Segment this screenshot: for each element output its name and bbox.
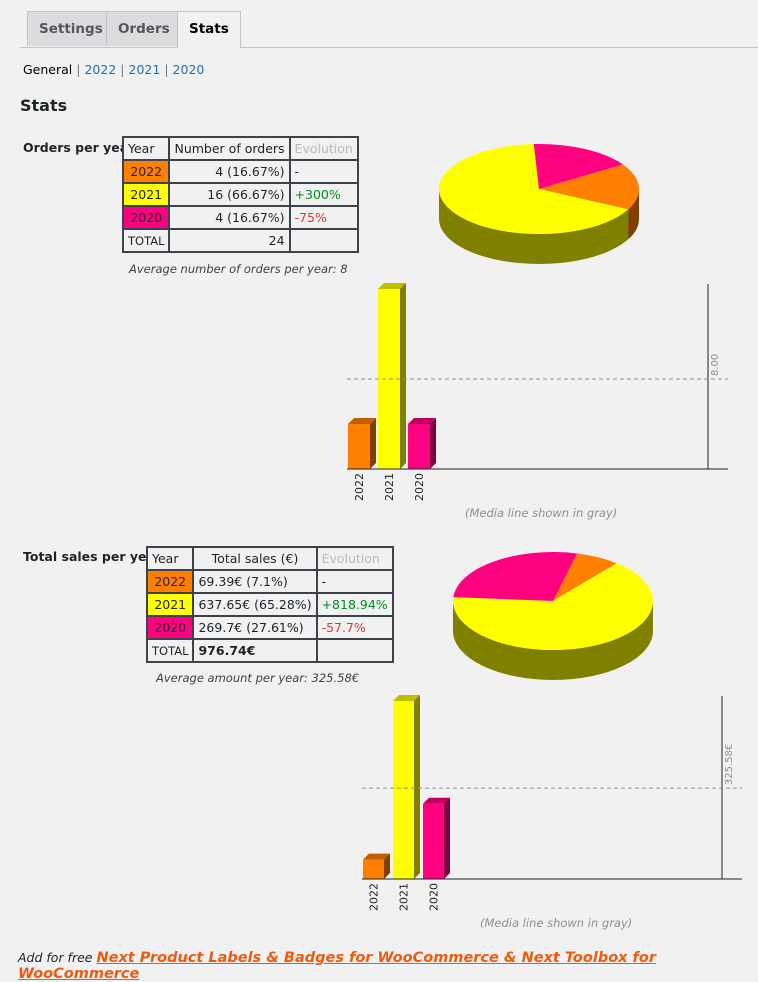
bar-side-2021 bbox=[414, 695, 420, 879]
bar-side-2020 bbox=[430, 418, 436, 469]
sales-average: Average amount per year: 325.58€ bbox=[156, 671, 360, 685]
sales-table: Year Total sales (€) Evolution 2022 69.3… bbox=[145, 546, 394, 663]
col-evolution: Evolution bbox=[288, 136, 359, 161]
year-cell-2021: 2021 bbox=[121, 182, 171, 207]
page-title: Stats bbox=[20, 96, 68, 115]
total-label: TOTAL bbox=[145, 638, 195, 663]
bar-2022 bbox=[363, 859, 384, 879]
media-line-label: 8.00 bbox=[710, 354, 721, 376]
year-cell-2020: 2020 bbox=[121, 205, 171, 230]
evolution-cell: -75% bbox=[288, 205, 359, 230]
table-header-row: Year Number of orders Evolution bbox=[121, 136, 359, 161]
tab-orders[interactable]: Orders bbox=[106, 11, 182, 46]
table-header-row: Year Total sales (€) Evolution bbox=[145, 546, 394, 571]
subnav-2020[interactable]: 2020 bbox=[172, 62, 205, 77]
pie-slice-side-2021 bbox=[439, 189, 629, 264]
bar-side-2021 bbox=[400, 283, 406, 469]
bar-label-2020: 2020 bbox=[428, 883, 441, 911]
table-total-row: TOTAL 24 bbox=[121, 228, 359, 253]
year-cell-2021: 2021 bbox=[145, 592, 195, 617]
bar-top-2021 bbox=[378, 283, 406, 289]
sales-section-label: Total sales per year bbox=[23, 549, 162, 564]
table-row: 2020 4 (16.67%) -75% bbox=[121, 205, 359, 230]
bar-label-2021: 2021 bbox=[398, 883, 411, 911]
bar-label-2021: 2021 bbox=[383, 473, 396, 501]
subnav-2022[interactable]: 2022 bbox=[84, 62, 117, 77]
value-cell: 69.39€ (7.1%) bbox=[192, 569, 318, 594]
bar-side-2020 bbox=[444, 797, 450, 879]
table-total-row: TOTAL 976.74€ bbox=[145, 638, 394, 663]
col-evolution: Evolution bbox=[315, 546, 394, 571]
bar-top-2021 bbox=[393, 695, 420, 701]
value-cell: 16 (66.67%) bbox=[168, 182, 291, 207]
bar-2020 bbox=[408, 424, 430, 469]
nav-tabs: Settings Orders Stats bbox=[20, 11, 758, 48]
table-row: 2022 69.39€ (7.1%) - bbox=[145, 569, 394, 594]
pie-slice-2021 bbox=[438, 144, 629, 235]
orders-table: Year Number of orders Evolution 2022 4 (… bbox=[121, 136, 359, 253]
bar-2021 bbox=[393, 701, 414, 879]
table-row: 2021 637.65€ (65.28%) +818.94% bbox=[145, 592, 394, 617]
media-line-label: 325.58€ bbox=[724, 744, 735, 785]
bar-label-2022: 2022 bbox=[353, 473, 366, 501]
subnav-2021[interactable]: 2021 bbox=[128, 62, 161, 77]
table-row: 2021 16 (66.67%) +300% bbox=[121, 182, 359, 207]
bar-2022 bbox=[348, 424, 370, 469]
subnav-general[interactable]: General bbox=[23, 62, 73, 77]
evolution-cell: +300% bbox=[288, 182, 359, 207]
bar-side-2022 bbox=[370, 418, 376, 469]
bar-top-2020 bbox=[408, 418, 436, 424]
evolution-cell: +818.94% bbox=[315, 592, 394, 617]
total-label: TOTAL bbox=[121, 228, 171, 253]
table-row: 2020 269.7€ (27.61%) -57.7% bbox=[145, 615, 394, 640]
value-cell: 637.65€ (65.28%) bbox=[192, 592, 318, 617]
bar-top-2022 bbox=[348, 418, 376, 424]
pie-slice-2020 bbox=[533, 144, 623, 189]
value-cell: 4 (16.67%) bbox=[168, 159, 291, 184]
year-cell-2020: 2020 bbox=[145, 615, 195, 640]
value-cell: 269.7€ (27.61%) bbox=[192, 615, 318, 640]
pie-slice-2021 bbox=[453, 563, 653, 651]
total-value: 976.74€ bbox=[192, 638, 318, 663]
footer-promo: Add for free Next Product Labels & Badge… bbox=[18, 950, 758, 982]
value-cell: 4 (16.67%) bbox=[168, 205, 291, 230]
total-value: 24 bbox=[168, 228, 291, 253]
year-subnav: General | 2022 | 2021 | 2020 bbox=[23, 62, 205, 77]
col-year: Year bbox=[145, 546, 195, 571]
bar-top-2020 bbox=[423, 797, 450, 804]
pie-slice-2022 bbox=[553, 553, 617, 601]
tab-settings[interactable]: Settings bbox=[27, 11, 115, 46]
pie-slice-2022 bbox=[539, 164, 639, 210]
footer-prefix: Add for free bbox=[18, 950, 93, 965]
col-number-of-orders: Number of orders bbox=[168, 136, 291, 161]
col-total-sales: Total sales (€) bbox=[192, 546, 318, 571]
footer-plugins-link[interactable]: Next Product Labels & Badges for WooComm… bbox=[18, 950, 656, 982]
tab-stats[interactable]: Stats bbox=[177, 11, 241, 48]
orders-average: Average number of orders per year: 8 bbox=[129, 262, 348, 276]
evolution-cell: - bbox=[288, 159, 359, 184]
pie-slice-2020 bbox=[453, 552, 578, 601]
evolution-cell: -57.7% bbox=[315, 615, 394, 640]
sales-chart-caption: (Media line shown in gray) bbox=[480, 916, 633, 930]
total-evolution-cell bbox=[288, 228, 359, 253]
pie-slice-side-2021 bbox=[453, 601, 653, 680]
year-cell-2022: 2022 bbox=[121, 159, 171, 184]
table-row: 2022 4 (16.67%) - bbox=[121, 159, 359, 184]
evolution-cell: - bbox=[315, 569, 394, 594]
col-year: Year bbox=[121, 136, 171, 161]
bar-side-2022 bbox=[384, 853, 390, 879]
bar-label-2022: 2022 bbox=[368, 883, 381, 911]
total-evolution-cell bbox=[315, 638, 394, 663]
orders-chart-caption: (Media line shown in gray) bbox=[465, 506, 618, 520]
pie-slice-side-2022 bbox=[628, 189, 639, 240]
bar-top-2022 bbox=[363, 853, 390, 860]
orders-section-label: Orders per year bbox=[23, 140, 135, 155]
bar-2020 bbox=[423, 803, 444, 879]
bar-label-2020: 2020 bbox=[413, 473, 426, 501]
year-cell-2022: 2022 bbox=[145, 569, 195, 594]
